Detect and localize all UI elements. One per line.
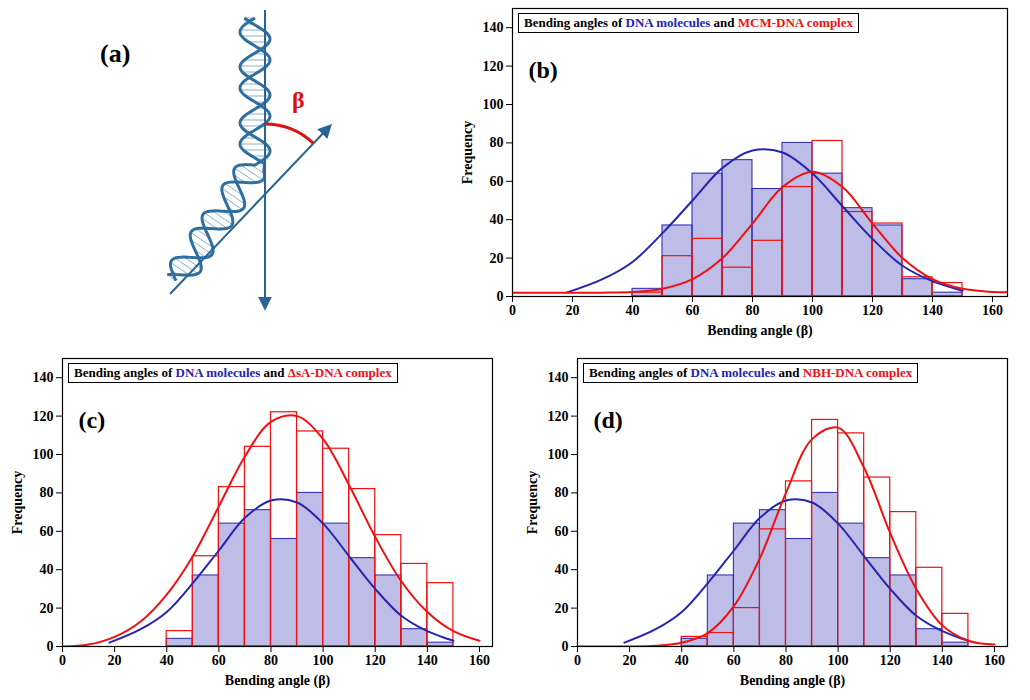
svg-text:Bending angle (β): Bending angle (β)	[707, 323, 813, 339]
svg-text:60: 60	[40, 524, 54, 539]
svg-text:20: 20	[623, 653, 637, 668]
svg-text:Frequency: Frequency	[10, 471, 25, 535]
svg-text:140: 140	[548, 370, 569, 385]
svg-text:(d): (d)	[594, 407, 623, 433]
svg-text:Bending angle (β): Bending angle (β)	[740, 673, 846, 689]
svg-text:100: 100	[33, 447, 54, 462]
svg-text:120: 120	[880, 653, 901, 668]
svg-text:140: 140	[922, 303, 943, 318]
svg-text:40: 40	[555, 562, 569, 577]
svg-text:80: 80	[779, 653, 793, 668]
svg-text:0: 0	[59, 653, 66, 668]
svg-text:20: 20	[490, 251, 504, 266]
svg-text:120: 120	[862, 303, 883, 318]
svg-text:(b): (b)	[529, 57, 558, 83]
svg-text:120: 120	[483, 59, 504, 74]
svg-text:100: 100	[828, 653, 849, 668]
svg-text:(a): (a)	[100, 39, 130, 68]
svg-text:80: 80	[40, 485, 54, 500]
svg-text:60: 60	[555, 524, 569, 539]
svg-text:120: 120	[365, 653, 386, 668]
svg-text:160: 160	[469, 653, 490, 668]
svg-text:40: 40	[675, 653, 689, 668]
svg-text:100: 100	[313, 653, 334, 668]
svg-text:40: 40	[626, 303, 640, 318]
svg-text:140: 140	[932, 653, 953, 668]
svg-text:20: 20	[40, 601, 54, 616]
svg-text:20: 20	[555, 601, 569, 616]
svg-text:0: 0	[47, 639, 54, 654]
svg-text:40: 40	[490, 212, 504, 227]
svg-text:Frequency: Frequency	[460, 121, 475, 185]
svg-text:0: 0	[497, 289, 504, 304]
svg-text:120: 120	[548, 409, 569, 424]
svg-text:60: 60	[490, 174, 504, 189]
svg-text:60: 60	[686, 303, 700, 318]
svg-text:Bending angle (β): Bending angle (β)	[225, 673, 331, 689]
svg-text:20: 20	[108, 653, 122, 668]
svg-text:0: 0	[562, 639, 569, 654]
svg-text:60: 60	[727, 653, 741, 668]
svg-text:60: 60	[212, 653, 226, 668]
svg-text:100: 100	[483, 97, 504, 112]
html-text:Bending angles of DNA molecule: Bending angles of DNA molecules and ΔsA-…	[74, 365, 392, 380]
svg-text:40: 40	[160, 653, 174, 668]
svg-text:β: β	[292, 87, 305, 113]
svg-text:100: 100	[548, 447, 569, 462]
svg-text:40: 40	[40, 562, 54, 577]
svg-text:Frequency: Frequency	[525, 471, 540, 535]
svg-text:120: 120	[33, 409, 54, 424]
svg-text:140: 140	[33, 370, 54, 385]
svg-text:140: 140	[483, 20, 504, 35]
svg-text:0: 0	[509, 303, 516, 318]
svg-text:80: 80	[555, 485, 569, 500]
svg-text:80: 80	[746, 303, 760, 318]
svg-text:160: 160	[982, 303, 1003, 318]
svg-text:20: 20	[566, 303, 580, 318]
svg-text:(c): (c)	[79, 407, 106, 433]
svg-text:160: 160	[984, 653, 1005, 668]
svg-text:80: 80	[490, 135, 504, 150]
html-text:Bending angles of DNA molecule: Bending angles of DNA molecules and NBH-…	[589, 365, 913, 380]
svg-text:100: 100	[802, 303, 823, 318]
svg-text:0: 0	[574, 653, 581, 668]
svg-text:140: 140	[417, 653, 438, 668]
html-text:Bending angles of DNA molecule: Bending angles of DNA molecules and MCM-…	[524, 15, 853, 30]
svg-text:80: 80	[264, 653, 278, 668]
